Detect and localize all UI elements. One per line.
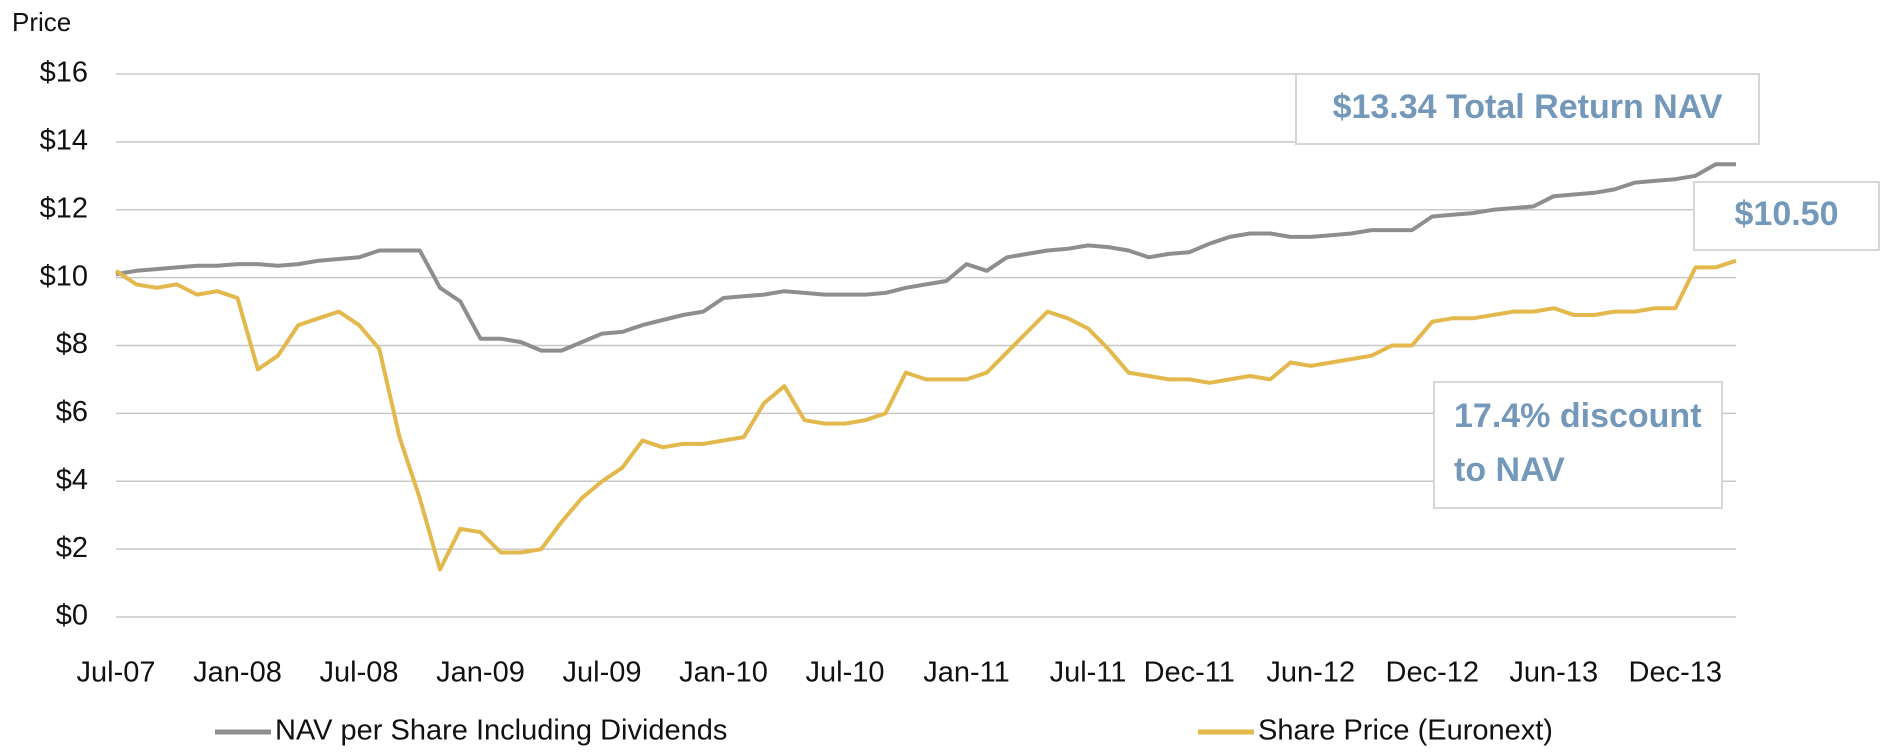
y-tick-label: $10	[40, 260, 88, 292]
annotation-text: to NAV	[1454, 451, 1565, 489]
x-tick-label: Jul-11	[1050, 657, 1127, 689]
annotation-text: 17.4% discount	[1454, 397, 1702, 435]
x-tick-label: Jan-09	[436, 657, 525, 689]
x-tick-label: Jun-13	[1509, 657, 1598, 689]
x-tick-label: Dec-12	[1386, 657, 1480, 689]
legend-label: NAV per Share Including Dividends	[275, 715, 727, 747]
series-line	[115, 162, 1736, 353]
y-tick-label: $2	[56, 532, 88, 564]
y-tick-label: $16	[40, 57, 88, 89]
x-tick-label: Jan-11	[923, 657, 1010, 689]
y-axis-label: Price	[12, 7, 71, 37]
x-tick-label: Jan-08	[193, 657, 282, 689]
annotation-text: $13.34 Total Return NAV	[1333, 88, 1723, 126]
annotation-box	[1693, 181, 1880, 251]
x-tick-label: Jul-08	[320, 657, 399, 689]
annotation-text: $10.50	[1735, 195, 1839, 233]
y-tick-label: $6	[56, 396, 88, 428]
y-tick-label: $12	[40, 192, 88, 224]
x-tick-label: Jul-09	[563, 657, 642, 689]
series-line	[114, 258, 1737, 572]
annotation-box	[1433, 381, 1723, 509]
y-tick-label: $8	[56, 328, 88, 360]
legend-label: Share Price (Euronext)	[1258, 715, 1553, 747]
y-tick-label: $0	[56, 600, 88, 632]
x-tick-label: Jul-07	[77, 657, 156, 689]
x-tick-label: Dec-11	[1144, 657, 1235, 689]
x-tick-label: Dec-13	[1629, 657, 1723, 689]
x-tick-label: Jan-10	[679, 657, 768, 689]
y-tick-label: $4	[56, 464, 88, 496]
annotation-box	[1295, 73, 1760, 145]
y-tick-label: $14	[40, 125, 88, 157]
x-tick-label: Jul-10	[806, 657, 885, 689]
x-tick-label: Jun-12	[1266, 657, 1355, 689]
